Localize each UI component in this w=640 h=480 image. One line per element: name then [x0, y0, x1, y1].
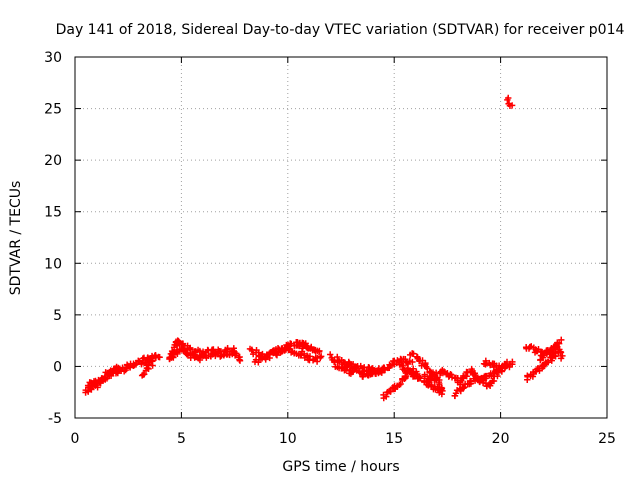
- data-point: [546, 349, 554, 356]
- data-point: [149, 362, 156, 369]
- data-point: [417, 375, 424, 382]
- data-point: [494, 372, 501, 380]
- data-point: [460, 384, 468, 391]
- data-point: [217, 353, 224, 360]
- data-point: [556, 349, 564, 356]
- data-point: [132, 361, 140, 368]
- axis-ticks: 0 5 10 15 20 25 -5 0 5 10 15 20 25 30: [44, 50, 616, 447]
- y-tick-label: 0: [53, 359, 62, 375]
- data-point: [180, 345, 187, 352]
- data-point: [557, 355, 565, 362]
- data-point: [297, 352, 304, 359]
- data-point: [555, 340, 563, 347]
- data-point: [295, 342, 303, 350]
- data-point: [457, 379, 464, 386]
- data-point: [91, 380, 98, 388]
- data-point: [266, 350, 273, 358]
- data-point: [452, 390, 460, 397]
- data-point: [545, 358, 552, 366]
- y-tick-label: 20: [44, 153, 62, 169]
- data-point: [438, 390, 446, 398]
- data-point: [410, 350, 417, 357]
- data-points: [82, 94, 566, 402]
- x-tick-label: 20: [492, 431, 510, 447]
- data-point: [141, 371, 148, 378]
- data-point: [350, 368, 357, 375]
- data-point: [409, 358, 416, 366]
- chart-title: Day 141 of 2018, Sidereal Day-to-day VTE…: [56, 22, 625, 38]
- data-point: [85, 384, 92, 391]
- data-point: [179, 340, 186, 347]
- data-point: [326, 351, 334, 358]
- data-point: [498, 364, 505, 371]
- data-point: [434, 374, 441, 381]
- data-point: [504, 96, 511, 104]
- x-tick-label: 5: [177, 431, 186, 447]
- data-point: [387, 362, 394, 370]
- data-point: [387, 387, 394, 395]
- data-point: [396, 381, 403, 389]
- data-point: [115, 364, 122, 372]
- data-point: [467, 380, 475, 387]
- x-tick-label: 25: [598, 431, 616, 447]
- data-point: [315, 348, 323, 356]
- y-axis-label: SDTVAR / TECUs: [8, 181, 24, 296]
- data-point: [374, 368, 381, 375]
- data-point: [383, 393, 390, 400]
- data-point: [355, 367, 363, 375]
- data-point: [558, 336, 565, 344]
- data-point: [156, 354, 163, 361]
- data-point: [94, 384, 101, 391]
- data-point: [273, 351, 281, 359]
- y-tick-label: 10: [44, 256, 62, 272]
- data-point: [497, 365, 504, 372]
- x-tick-label: 0: [71, 431, 80, 447]
- y-tick-label: 30: [44, 50, 62, 66]
- y-tick-label: -5: [48, 411, 62, 427]
- x-axis-label: GPS time / hours: [282, 459, 399, 475]
- data-point: [144, 359, 152, 366]
- data-point: [421, 371, 428, 378]
- data-point: [424, 365, 431, 372]
- data-point: [313, 358, 321, 365]
- x-tick-label: 15: [385, 431, 403, 447]
- data-point: [135, 357, 142, 364]
- data-point: [293, 339, 300, 346]
- data-point: [460, 385, 467, 392]
- data-point: [230, 345, 237, 352]
- data-point: [330, 358, 338, 366]
- data-point: [480, 376, 488, 384]
- data-point: [397, 380, 404, 388]
- x-tick-label: 10: [279, 431, 297, 447]
- data-point: [534, 347, 541, 355]
- data-point: [508, 102, 516, 109]
- data-point: [415, 374, 423, 381]
- data-point: [506, 360, 514, 368]
- data-point: [317, 353, 325, 360]
- data-point: [236, 357, 244, 364]
- grid-lines: [75, 57, 607, 418]
- data-point: [138, 360, 145, 367]
- data-point: [400, 362, 407, 370]
- y-tick-label: 5: [53, 308, 62, 324]
- plot-frame: [74, 56, 608, 419]
- y-tick-label: 15: [44, 205, 62, 221]
- y-tick-label: 25: [44, 102, 62, 118]
- data-point: [262, 356, 269, 363]
